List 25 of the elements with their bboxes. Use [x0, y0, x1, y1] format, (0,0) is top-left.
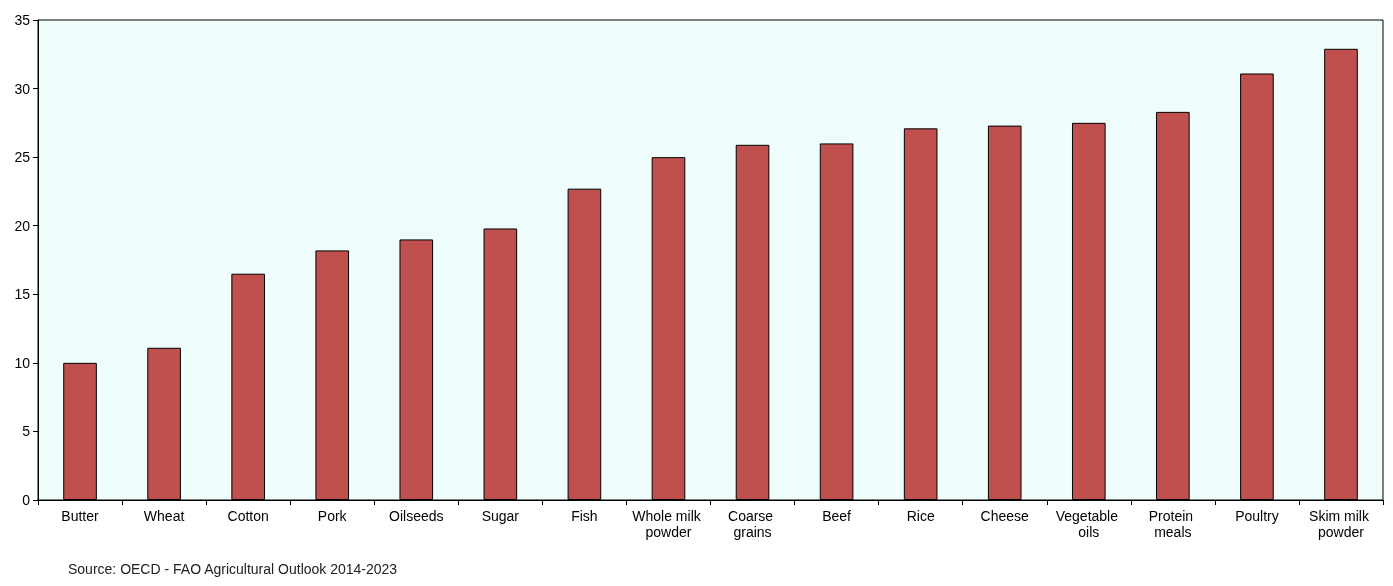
x-tick-label: Fish	[571, 508, 598, 524]
x-tick-label: Pork	[317, 508, 348, 524]
x-tick-label: Coarse grains	[728, 508, 778, 540]
y-tick-label: 15	[14, 286, 31, 303]
x-tick-label: Cheese	[980, 508, 1030, 524]
x-tick-label: Rice	[906, 508, 935, 524]
y-tick-label: 30	[14, 80, 31, 97]
x-tick-label: Oilseeds	[389, 508, 444, 524]
x-tick-label: Cotton	[227, 508, 269, 524]
x-tick-label: Poultry	[1235, 508, 1279, 524]
x-tick-label: Sugar	[481, 508, 520, 524]
x-tick-label: Beef	[822, 508, 852, 524]
x-tick-label: Protein meals	[1148, 508, 1197, 540]
y-tick-label: 10	[14, 354, 31, 371]
source-note: Source: OECD - FAO Agricultural Outlook 2014-2023	[68, 561, 398, 577]
y-tick-label: 35	[14, 12, 31, 28]
x-tick-label: Butter	[61, 508, 100, 524]
x-tick-label: Skim milk powder	[1309, 508, 1373, 540]
y-tick-label: 0	[22, 492, 31, 508]
x-tick-label: Vegetable oils	[1055, 508, 1122, 540]
x-tick-label: Whole milk powder	[632, 508, 705, 540]
y-tick-label: 20	[14, 217, 31, 234]
y-tick-label: 5	[22, 423, 31, 440]
x-tick-label: Wheat	[143, 508, 185, 524]
y-tick-label: 25	[14, 149, 31, 166]
